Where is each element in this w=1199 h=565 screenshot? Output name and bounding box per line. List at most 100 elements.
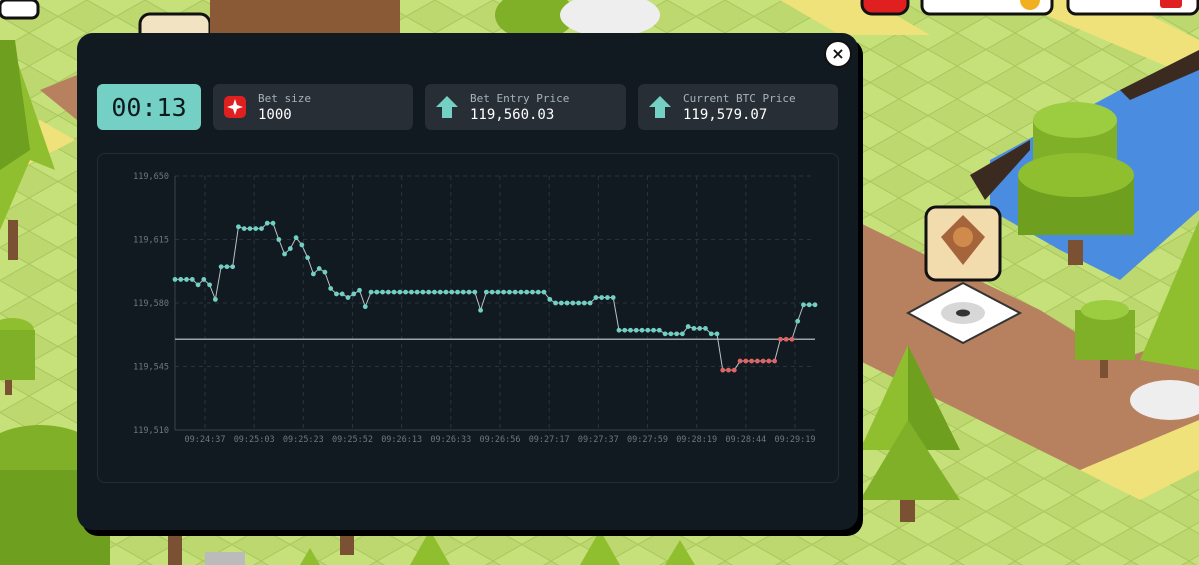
price-point [622,327,628,333]
price-point [259,226,264,232]
price-point [576,300,582,306]
price-point [668,331,674,337]
price-point [501,289,507,295]
price-point [287,246,293,251]
price-point [455,289,460,295]
price-point [593,295,599,300]
price-point [754,358,760,364]
price-point [195,282,201,288]
close-button[interactable]: × [826,42,850,66]
price-point [581,300,587,306]
price-point [645,327,651,333]
y-tick-label: 119,615 [133,236,169,246]
price-point [685,324,691,329]
price-point [241,226,247,232]
price-point [806,302,812,308]
price-point [362,304,368,310]
price-point [708,331,714,337]
price-point [224,264,230,270]
price-point [201,277,207,282]
current-btc-price-value: 119,579.07 [683,107,768,123]
price-point [812,302,818,308]
price-point [391,289,397,295]
x-tick-label: 09:26:13 [381,435,422,445]
x-tick-label: 09:25:03 [234,435,275,445]
price-line [175,222,815,371]
price-point [616,327,622,333]
price-point [264,220,270,226]
price-point [530,289,535,295]
price-point [478,307,483,313]
price-point [414,289,420,295]
price-point [726,367,731,373]
price-point [789,336,795,342]
price-point [541,289,547,295]
bet-size-label: Bet size [258,92,311,105]
price-point [403,289,409,295]
price-point [322,269,328,275]
price-point [368,289,374,295]
price-point [236,224,241,230]
price-point [432,289,437,295]
price-point [656,327,662,333]
y-tick-label: 119,545 [133,363,169,373]
price-point [189,277,195,282]
x-tick-label: 09:25:52 [332,435,373,445]
price-point [783,336,789,342]
current-btc-price-label: Current BTC Price [683,92,796,105]
price-point [472,289,478,295]
bet-entry-price-label: Bet Entry Price [470,92,570,105]
price-point [380,289,385,295]
price-point [507,289,512,295]
price-point [339,291,345,297]
price-point [703,326,708,331]
price-point [316,266,322,271]
x-tick-label: 09:27:37 [578,435,619,445]
price-point [270,220,276,226]
price-point [299,242,305,248]
price-point [795,318,801,324]
bet-entry-price-card: Bet Entry Price 119,560.03 [425,84,626,130]
price-point [766,358,772,364]
y-tick-label: 119,580 [133,299,169,309]
price-point [778,336,783,342]
price-point [651,327,656,333]
price-point [449,289,455,295]
price-point [512,289,518,295]
price-point [731,367,737,373]
current-btc-price-card: Current BTC Price 119,579.07 [638,84,838,130]
price-point [691,326,697,331]
price-point [207,282,212,288]
price-point [397,289,403,295]
price-point [639,327,645,333]
x-tick-label: 09:27:59 [627,435,668,445]
price-point [426,289,432,295]
price-point [385,289,391,295]
price-point [628,327,633,333]
x-tick-label: 09:27:17 [529,435,570,445]
price-point [587,300,593,306]
price-point [345,295,351,300]
price-point [253,226,259,232]
price-point [720,367,726,373]
price-point [357,287,362,293]
price-point [374,289,380,295]
price-point [743,358,749,364]
price-point [328,286,334,291]
price-point [599,295,605,300]
btc-price-chart: 119,510 119,545 119,580 119,615 119,650 09:24… [133,172,818,445]
price-point [408,289,414,295]
price-point [212,296,218,302]
price-point [605,295,610,300]
price-point [437,289,443,295]
arrow-up-icon [436,96,458,118]
price-point [535,289,541,295]
price-point [172,277,178,282]
price-point [460,289,466,295]
price-point [334,291,339,297]
bet-entry-price-value: 119,560.03 [470,107,555,123]
price-point [679,331,685,337]
price-point [547,296,553,302]
price-point [662,331,668,337]
price-point [247,226,253,232]
